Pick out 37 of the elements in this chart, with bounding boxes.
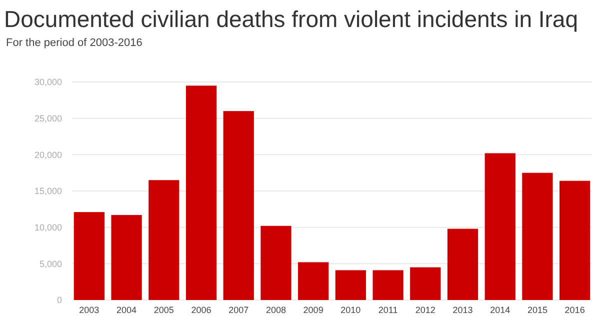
x-tick-label: 2013 — [452, 305, 473, 315]
bar — [560, 180, 590, 300]
bar — [74, 212, 104, 300]
bar — [447, 228, 478, 300]
x-tick-label: 2005 — [154, 305, 174, 315]
x-tick-label: 2008 — [266, 305, 286, 315]
bar — [410, 267, 441, 300]
x-tick-label: 2006 — [191, 305, 212, 315]
bar — [111, 214, 142, 300]
y-tick-label: 0 — [56, 295, 62, 306]
x-tick-label: 2015 — [527, 305, 548, 315]
x-tick-label: 2004 — [116, 305, 137, 315]
y-tick-label: 25,000 — [34, 113, 62, 124]
chart-title: Documented civilian deaths from violent incidents in Iraq — [4, 6, 578, 32]
x-tick-label: 2011 — [378, 305, 398, 315]
x-tick-label: 2012 — [415, 305, 436, 315]
chart-subtitle: For the period of 2003-2016 — [6, 37, 142, 49]
y-tick-label: 30,000 — [34, 77, 62, 88]
bar — [223, 111, 254, 300]
x-tick-label: 2003 — [79, 305, 100, 315]
y-tick-label: 20,000 — [34, 150, 62, 160]
y-tick-label: 15,000 — [34, 186, 62, 196]
bar — [186, 86, 217, 300]
x-tick-label: 2016 — [564, 305, 585, 315]
bar — [372, 270, 404, 300]
x-tick-label: 2007 — [228, 305, 249, 315]
x-tick-label: 2010 — [340, 305, 361, 315]
bar — [260, 226, 292, 300]
x-tick-label: 2014 — [490, 305, 510, 315]
bar — [335, 270, 366, 300]
bar — [148, 180, 180, 300]
bar — [298, 262, 329, 300]
y-tick-label: 5,000 — [39, 258, 62, 269]
bar — [522, 172, 553, 300]
x-tick-label: 2009 — [303, 305, 324, 315]
y-tick-label: 10,000 — [34, 222, 62, 232]
bar — [484, 153, 516, 300]
